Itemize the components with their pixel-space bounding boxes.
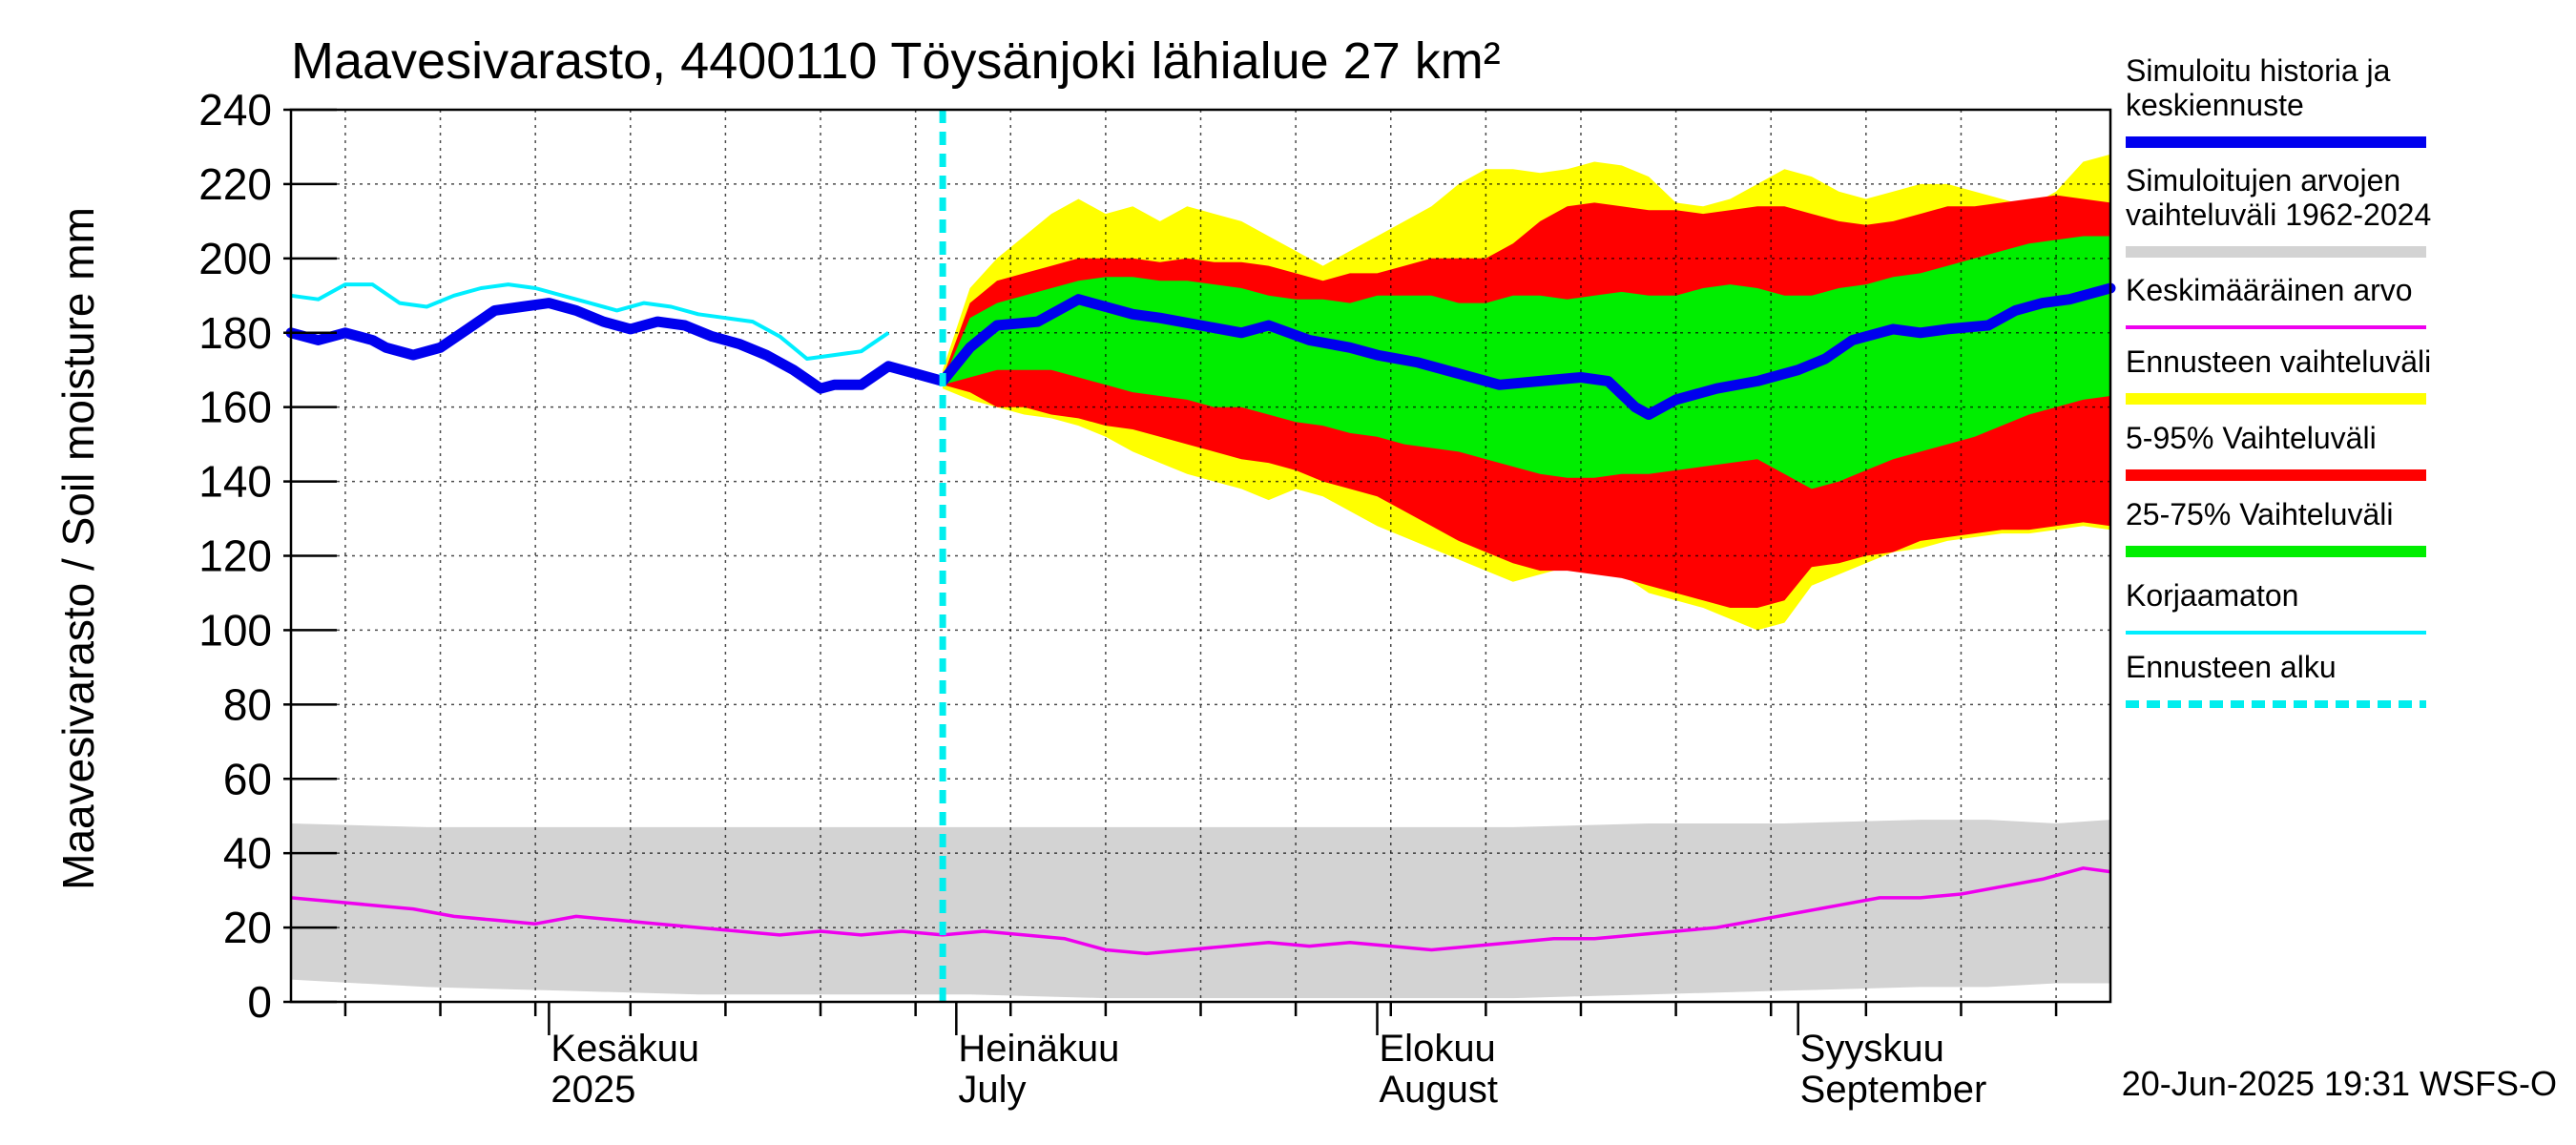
y-tick-label: 140 <box>198 457 272 507</box>
legend-label: Simuloitu historia ja <box>2126 53 2391 88</box>
y-tick-label: 80 <box>223 679 272 729</box>
axes: 0 20 40 60 80 100 120 140 160 180 200 220 240 Kesäkuu… <box>198 85 2112 1111</box>
footer-timestamp: 20-Jun-2025 19:31 WSFS-O <box>2122 1064 2557 1103</box>
x-month-label: Heinäkuu <box>958 1028 1119 1070</box>
chart-title: Maavesivarasto, 4400110 Töysänjoki lähia… <box>291 32 1501 90</box>
x-month-sublabel: August <box>1380 1069 1499 1111</box>
legend-label: keskiennuste <box>2126 88 2304 122</box>
y-tick-label: 240 <box>198 85 272 135</box>
x-month-sublabel: July <box>958 1069 1026 1111</box>
legend-label: vaihteluväli 1962-2024 <box>2126 198 2431 232</box>
x-month-label: Kesäkuu <box>551 1028 699 1070</box>
y-tick-label: 20 <box>223 903 272 952</box>
y-tick-label: 100 <box>198 605 272 655</box>
legend-label: Simuloitujen arvojen <box>2126 163 2400 198</box>
historical-range-band <box>291 820 2110 999</box>
y-tick-label: 200 <box>198 234 272 283</box>
y-tick-label: 180 <box>198 308 272 358</box>
y-tick-label: 0 <box>247 977 272 1027</box>
y-tick-label: 60 <box>223 754 272 803</box>
y-tick-label: 160 <box>198 383 272 432</box>
x-month-sublabel: September <box>1800 1069 1987 1111</box>
plot-area <box>285 110 2116 1002</box>
y-tick-label: 220 <box>198 159 272 209</box>
mean-line <box>290 866 2111 956</box>
y-tick-label: 120 <box>198 531 272 581</box>
y-tick-label: 40 <box>223 828 272 878</box>
history-forecast-line <box>285 282 2116 420</box>
legend-label: Korjaamaton <box>2126 578 2298 613</box>
legend-label: Ennusteen alku <box>2126 650 2337 684</box>
x-month-label: Elokuu <box>1380 1028 1496 1070</box>
x-month-label: Syyskuu <box>1800 1028 1944 1070</box>
uncorrected-line <box>290 282 890 361</box>
legend-label: 25-75% Vaihteluväli <box>2126 497 2393 531</box>
legend-label: 5-95% Vaihteluväli <box>2126 421 2377 455</box>
p25-75-band <box>943 236 2110 489</box>
y-axis-label: Maavesivarasto / Soil moisture mm <box>53 207 103 890</box>
x-month-sublabel: 2025 <box>551 1069 635 1111</box>
legend-label: Ennusteen vaihteluväli <box>2126 344 2431 379</box>
legend-label: Keskimääräinen arvo <box>2126 273 2413 307</box>
